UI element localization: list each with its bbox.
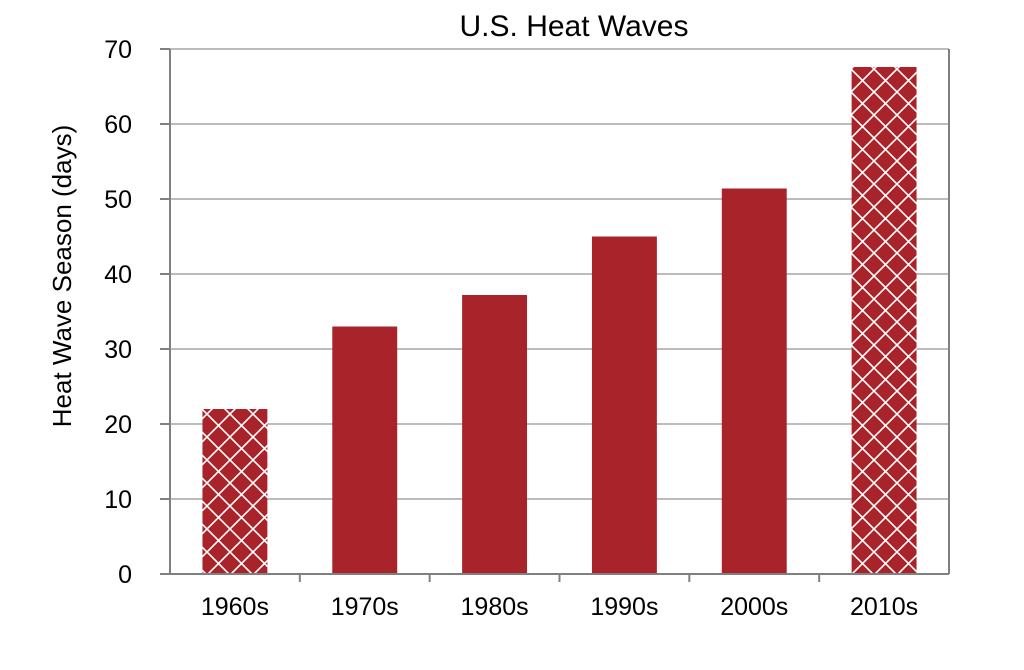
bar-2000s [721,188,787,574]
y-tick-label-40: 40 [104,261,132,289]
y-axis-label: Heat Wave Season (days) [47,125,77,428]
bars [202,67,917,574]
x-tick-label-1970s: 1970s [331,593,399,621]
y-tick-label-10: 10 [104,486,132,514]
x-tick-label-1980s: 1980s [461,593,529,621]
x-tick-label-2000s: 2000s [720,593,788,621]
chart-title: U.S. Heat Waves [460,10,689,43]
x-tick-label-1990s: 1990s [590,593,658,621]
x-tick-label-1960s: 1960s [201,593,269,621]
bar-1990s [591,236,657,574]
y-tick-label-50: 50 [104,186,132,214]
y-tick-label-0: 0 [118,561,132,589]
bar-1960s [202,409,268,574]
x-ticks: 1960s 1970s 1980s 1990s 2000s 2010s [201,574,918,621]
y-tick-label-70: 70 [104,36,132,64]
bar-1980s [462,295,528,574]
bar-2010s [851,67,917,574]
bar-1970s [332,326,398,574]
y-ticks: 0 10 20 30 40 50 60 70 [104,36,170,589]
y-tick-label-60: 60 [104,111,132,139]
y-tick-label-30: 30 [104,336,132,364]
y-tick-label-20: 20 [104,411,132,439]
x-tick-label-2010s: 2010s [850,593,918,621]
gridlines [170,48,949,500]
axes [169,49,950,575]
